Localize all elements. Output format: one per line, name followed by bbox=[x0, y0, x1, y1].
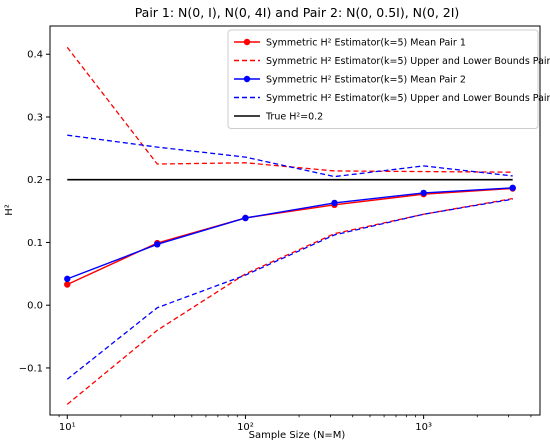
series-mean-pair1 bbox=[66, 187, 513, 286]
y-tick-label: 0.1 bbox=[27, 238, 43, 249]
mean-point-pair2 bbox=[509, 184, 516, 192]
legend-entry-label: Symmetric H² Estimator(k=5) Upper and Lo… bbox=[266, 56, 550, 67]
y-tick-label: 0.4 bbox=[27, 50, 43, 61]
plot-area bbox=[64, 46, 516, 405]
x-tick-label: 10² bbox=[237, 422, 254, 433]
mean-point-pair2 bbox=[154, 241, 161, 248]
axes: 10¹ 10² 10³ −0.1 0.0 0.1 0.2 0.3 0.4 bbox=[19, 25, 541, 433]
legend-entry-label: Symmetric H² Estimator(k=5) Mean Pair 2 bbox=[266, 75, 466, 86]
y-tick-label: 0.3 bbox=[27, 112, 43, 123]
x-tick-label: 10³ bbox=[415, 422, 432, 433]
plot-frame bbox=[49, 25, 541, 416]
y-tick-label: 0.0 bbox=[27, 301, 43, 312]
legend-entry-label: Symmetric H² Estimator(k=5) Mean Pair 1 bbox=[266, 38, 466, 49]
series-lower-bound-pair1 bbox=[66, 197, 513, 405]
y-axis-title: H² bbox=[4, 204, 15, 216]
mean-point-pair2 bbox=[331, 199, 338, 207]
x-tick-label: 10¹ bbox=[59, 422, 76, 433]
series-lower-bound-pair2 bbox=[66, 198, 513, 380]
chart-title: Pair 1: N(0, I), N(0, 4I) and Pair 2: N(… bbox=[135, 5, 460, 20]
mean-point-pair1 bbox=[64, 281, 71, 288]
mean-point-pair2 bbox=[420, 189, 427, 197]
x-axis-title: Sample Size (N=M) bbox=[249, 430, 346, 441]
legend-entry-label: True H²=0.2 bbox=[265, 112, 323, 123]
y-tick-label: 0.2 bbox=[27, 175, 43, 186]
legend-swatch-marker bbox=[243, 75, 251, 83]
mean-point-pair2 bbox=[242, 214, 249, 222]
y-tick-label: −0.1 bbox=[19, 363, 43, 374]
legend: Symmetric H² Estimator(k=5) Mean Pair 1 S… bbox=[227, 29, 550, 129]
mean-point-pair2 bbox=[64, 275, 71, 283]
legend-swatch-marker bbox=[243, 38, 251, 46]
series-mean-pair2 bbox=[67, 187, 513, 280]
legend-entry-label: Symmetric H² Estimator(k=5) Upper and Lo… bbox=[266, 93, 550, 104]
legend-box bbox=[227, 29, 539, 129]
series-upper-bound-pair2 bbox=[67, 134, 513, 178]
